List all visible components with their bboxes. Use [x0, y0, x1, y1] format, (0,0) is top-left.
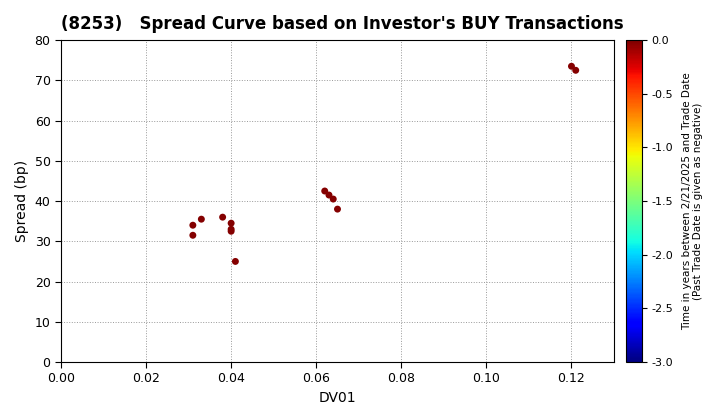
Point — [332, 206, 343, 213]
Y-axis label: Spread (bp): Spread (bp) — [15, 160, 29, 242]
Text: (8253)   Spread Curve based on Investor's BUY Transactions: (8253) Spread Curve based on Investor's … — [61, 15, 624, 33]
Point — [225, 228, 237, 235]
Point — [217, 214, 228, 220]
Point — [323, 192, 335, 198]
Point — [570, 67, 582, 74]
Point — [566, 63, 577, 70]
Point — [187, 232, 199, 239]
Point — [225, 226, 237, 233]
Point — [328, 196, 339, 202]
Point — [319, 188, 330, 194]
Point — [187, 222, 199, 228]
X-axis label: DV01: DV01 — [319, 391, 356, 405]
Y-axis label: Time in years between 2/21/2025 and Trade Date
(Past Trade Date is given as nega: Time in years between 2/21/2025 and Trad… — [682, 72, 703, 330]
Point — [225, 220, 237, 226]
Point — [230, 258, 241, 265]
Point — [196, 216, 207, 223]
